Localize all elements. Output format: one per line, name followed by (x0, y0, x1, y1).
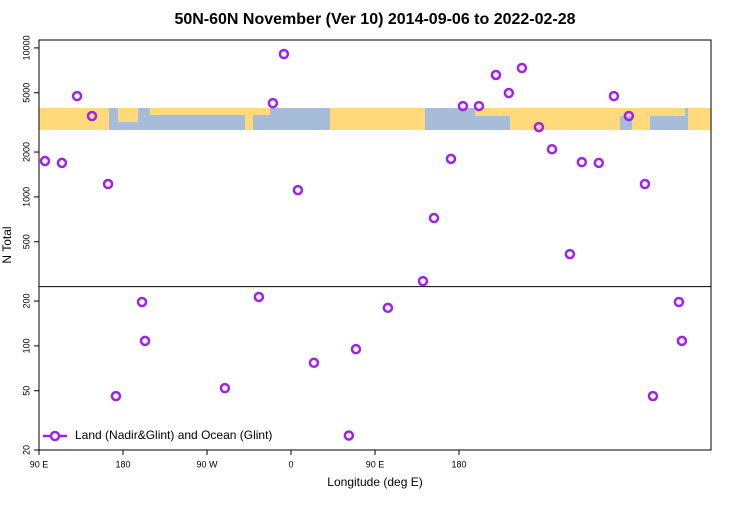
point (139, 335, 151, 347)
x-tick-label: 0 (288, 459, 293, 469)
point (110, 390, 122, 402)
point (676, 335, 688, 347)
point (593, 157, 605, 169)
x-tick-label: 90 W (196, 459, 218, 469)
plot-frame (38, 39, 712, 451)
point (86, 110, 98, 122)
point (417, 275, 429, 287)
x-tick-label: 90 E (366, 459, 385, 469)
point (503, 87, 515, 99)
point (278, 48, 290, 60)
point (219, 382, 231, 394)
y-tick-label: 5000 (21, 83, 31, 103)
point (546, 143, 558, 155)
y-tick-label: 50 (21, 386, 31, 396)
point (253, 291, 265, 303)
point (673, 296, 685, 308)
chart-title: 50N-60N November (Ver 10) 2014-09-06 to … (174, 11, 575, 28)
point (39, 155, 51, 167)
point (490, 69, 502, 81)
point (136, 296, 148, 308)
point (576, 156, 588, 168)
y-tick-label: 500 (21, 234, 31, 249)
point (623, 110, 635, 122)
point (308, 357, 320, 369)
map-strip (39, 108, 711, 130)
x-tick-label: 180 (451, 459, 466, 469)
point (564, 248, 576, 260)
point (71, 90, 83, 102)
y-tick-label: 1000 (21, 187, 31, 207)
y-tick-label: 100 (21, 338, 31, 353)
point (292, 184, 304, 196)
point (428, 212, 440, 224)
y-axis-label: N Total (0, 226, 14, 263)
point (445, 153, 457, 165)
point (647, 390, 659, 402)
point (457, 100, 469, 112)
point (639, 178, 651, 190)
point (516, 62, 528, 74)
y-tick-label: 2000 (21, 142, 31, 162)
point (608, 90, 620, 102)
y-tick-label: 200 (21, 294, 31, 309)
legend-marker (49, 430, 61, 442)
point (102, 178, 114, 190)
point (473, 100, 485, 112)
point (382, 302, 394, 314)
point (343, 430, 355, 441)
point (350, 343, 362, 355)
x-tick-label: 90 E (30, 459, 49, 469)
point (533, 121, 545, 133)
point (267, 97, 279, 109)
x-axis-label: Longitude (deg E) (327, 475, 422, 489)
legend-label: Land (Nadir&Glint) and Ocean (Glint) (75, 428, 272, 442)
x-tick-label: 180 (115, 459, 130, 469)
point (56, 157, 68, 169)
y-tick-label: 20 (21, 445, 31, 455)
y-tick-label: 10000 (21, 35, 31, 60)
